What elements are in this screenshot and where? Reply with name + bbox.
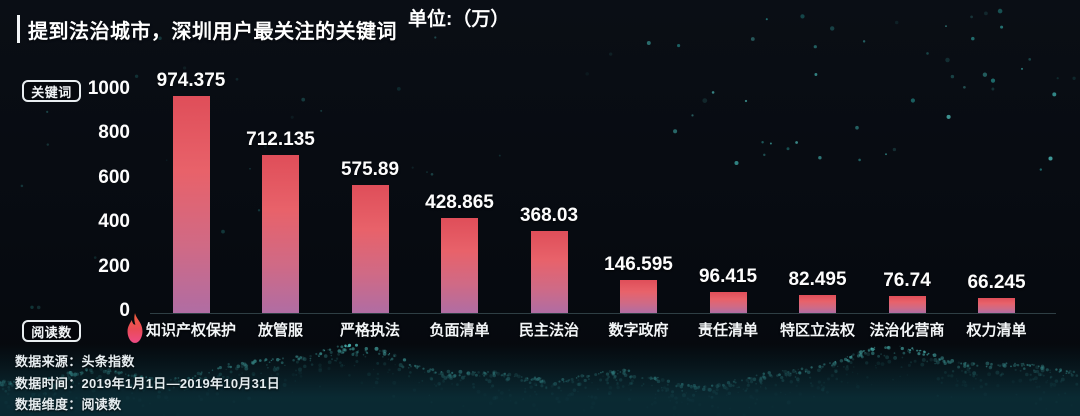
y-axis-tag-keyword: 关键词	[22, 80, 81, 102]
bar-value-label: 96.415	[698, 266, 758, 287]
data-period-line: 数据时间：2019年1月1日—2019年10月31日	[15, 375, 281, 391]
bar	[799, 295, 836, 313]
header: 提到法治城市，深圳用户最关注的关键词	[0, 12, 397, 46]
y-axis-tick-label: 1000	[87, 77, 130, 99]
bar	[709, 292, 747, 313]
bar-value-label: 368.03	[519, 205, 579, 226]
bar	[978, 298, 1015, 313]
bar-value-label: 76.74	[883, 270, 931, 291]
bar	[351, 185, 389, 313]
bar-category-label: 民主法治	[518, 322, 579, 339]
bar-category-label: 数字政府	[608, 322, 669, 339]
y-axis-tick-label: 800	[98, 122, 130, 143]
x-axis-tag-reads: 阅读数	[22, 320, 81, 342]
bar	[530, 231, 568, 313]
bar-value-label: 575.89	[340, 159, 400, 180]
bar	[172, 96, 210, 313]
bar-category-label: 严格执法	[339, 322, 400, 339]
bottom-wave-texture	[0, 344, 1080, 416]
y-axis-tick-label: 200	[98, 255, 130, 277]
data-source-line: 数据来源：头条指数	[15, 354, 135, 369]
y-axis-tick-label: 400	[98, 211, 130, 232]
title-accent-bar	[17, 15, 20, 43]
unit-label: 单位:（万）	[408, 8, 510, 30]
bar	[262, 155, 299, 313]
bar	[441, 218, 478, 313]
bar	[888, 296, 926, 313]
bar-value-label: 146.595	[604, 254, 673, 275]
page-title: 提到法治城市，深圳用户最关注的关键词	[28, 20, 397, 43]
bar-category-label: 法治化营商	[869, 322, 945, 339]
flame-icon	[127, 313, 143, 343]
bar-category-label: 权力清单	[966, 322, 1027, 339]
bar	[620, 280, 657, 313]
y-axis-tick-label: 0	[119, 300, 130, 321]
bar-value-label: 974.375	[156, 70, 226, 91]
bar-category-label: 特区立法权	[779, 322, 855, 339]
bar-value-label: 82.495	[788, 269, 847, 290]
bar-category-label: 责任清单	[697, 322, 758, 339]
bar-value-label: 66.245	[967, 272, 1026, 293]
footer-notes: 数据来源：头条指数 数据时间：2019年1月1日—2019年10月31日 数据维…	[15, 351, 280, 416]
bar-value-label: 712.135	[246, 129, 315, 150]
bar-category-label: 负面清单	[429, 322, 490, 339]
bar-category-label: 放管服	[257, 322, 303, 339]
bar-value-label: 428.865	[425, 192, 494, 213]
bar-category-label: 知识产权保护	[145, 322, 236, 339]
x-axis-line	[150, 313, 1056, 314]
data-dimension-line: 数据维度：阅读数	[15, 397, 122, 412]
y-axis-tick-label: 600	[98, 166, 130, 188]
